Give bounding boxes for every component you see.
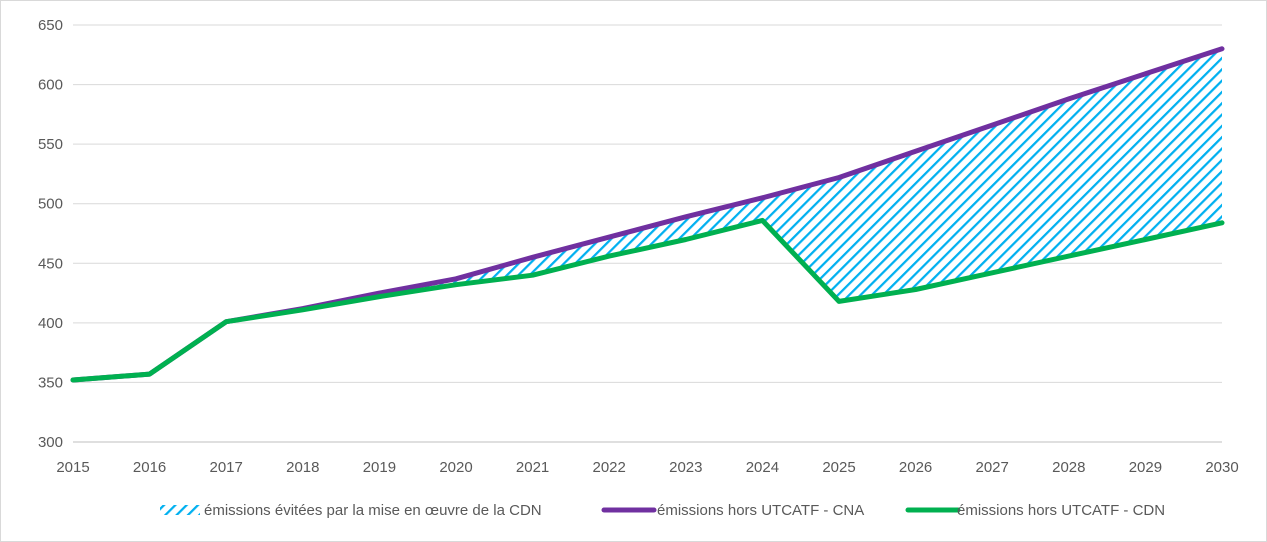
x-tick-label-2023: 2023 xyxy=(669,459,702,476)
y-tick-label-650: 650 xyxy=(38,17,63,34)
legend-label: émissions évitées par la mise en œuvre d… xyxy=(204,502,542,519)
x-tick-label-2019: 2019 xyxy=(363,459,396,476)
y-axis-ticks: 300 350 400 450 500 550 600 650 xyxy=(38,17,63,451)
y-tick-label-450: 450 xyxy=(38,255,63,272)
y-tick-label-600: 600 xyxy=(38,77,63,94)
x-tick-label-2024: 2024 xyxy=(746,459,779,476)
legend-label: émissions hors UTCATF - CNA xyxy=(657,502,864,519)
x-tick-label-2020: 2020 xyxy=(439,459,472,476)
x-tick-label-2016: 2016 xyxy=(133,459,166,476)
x-tick-label-2030: 2030 xyxy=(1205,459,1238,476)
x-tick-label-2021: 2021 xyxy=(516,459,549,476)
legend-swatch-hatch xyxy=(160,505,200,515)
legend-item-3: émissions hors UTCATF - CDN xyxy=(905,502,1165,519)
y-tick-label-500: 500 xyxy=(38,196,63,213)
y-tick-label-300: 300 xyxy=(38,434,63,451)
legend: émissions évitées par la mise en œuvre d… xyxy=(160,502,1165,519)
line-layer xyxy=(70,46,1225,383)
x-tick-label-2017: 2017 xyxy=(210,459,243,476)
x-tick-label-2026: 2026 xyxy=(899,459,932,476)
x-tick-label-2022: 2022 xyxy=(593,459,626,476)
x-tick-label-2029: 2029 xyxy=(1129,459,1162,476)
x-tick-label-2027: 2027 xyxy=(976,459,1009,476)
area-layer xyxy=(73,48,1222,381)
y-tick-label-400: 400 xyxy=(38,315,63,332)
x-tick-label-2025: 2025 xyxy=(822,459,855,476)
x-tick-label-2028: 2028 xyxy=(1052,459,1085,476)
legend-item-2: émissions hors UTCATF - CNA xyxy=(601,502,864,519)
x-axis-ticks: 2015 2016 2017 2018 2019 2020 2021 2022 2023 2024… xyxy=(56,459,1238,476)
x-tick-label-2015: 2015 xyxy=(56,459,89,476)
x-tick-label-2018: 2018 xyxy=(286,459,319,476)
legend-label: émissions hors UTCATF - CDN xyxy=(957,502,1165,519)
legend-item-1: émissions évitées par la mise en œuvre d… xyxy=(160,502,542,519)
y-tick-label-350: 350 xyxy=(38,374,63,391)
series-line-cdn xyxy=(70,217,1225,383)
y-tick-label-550: 550 xyxy=(38,136,63,153)
avoided-emissions-area xyxy=(73,48,1222,381)
